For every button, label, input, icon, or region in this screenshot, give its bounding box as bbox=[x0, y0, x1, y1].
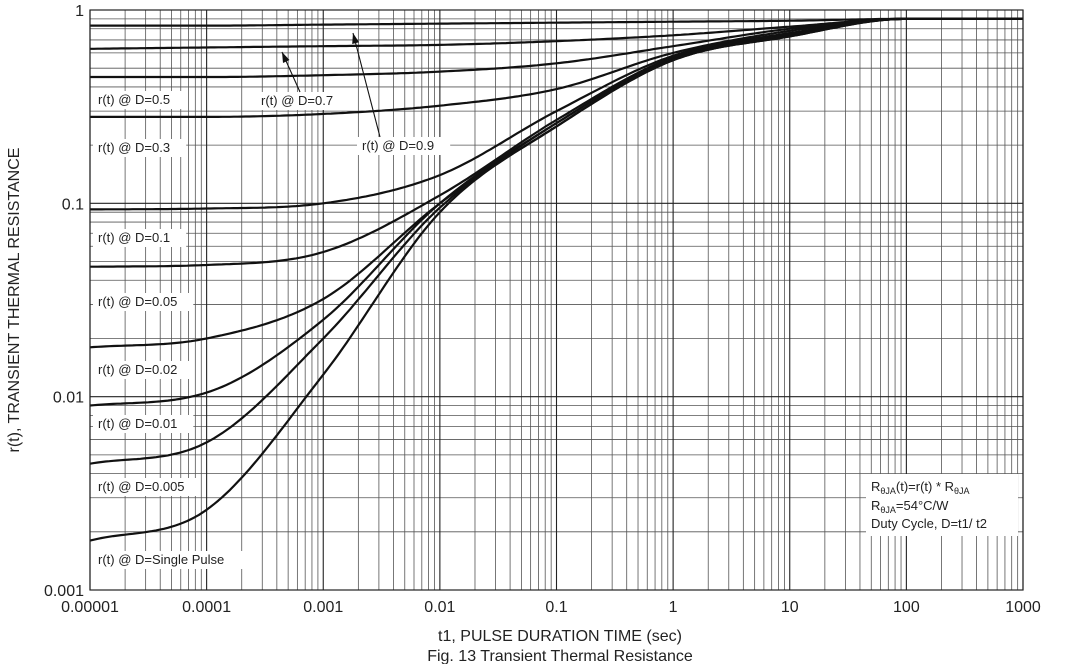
curve-labels: r(t) @ D=0.9 r(t) @ D=0.7 r(t) @ D=0.5 r(t)… bbox=[98, 92, 434, 567]
curve-label: r(t) @ D=0.01 bbox=[98, 416, 177, 431]
curve-label-box bbox=[93, 361, 194, 379]
curves bbox=[89, 17, 1023, 542]
curve-label-box bbox=[93, 91, 187, 109]
curve-label-box bbox=[256, 92, 350, 110]
x-tick-label: 0.001 bbox=[303, 599, 343, 616]
curve-label: r(t) @ D=0.1 bbox=[98, 230, 170, 245]
y-axis-title: r(t), TRANSIENT THERMAL RESISTANCE bbox=[6, 148, 23, 453]
curve-label-box bbox=[93, 551, 251, 569]
curve-label: r(t) @ D=0.005 bbox=[98, 479, 185, 494]
y-tick-label: 0.1 bbox=[62, 196, 84, 213]
arrow-shaft bbox=[352, 32, 381, 138]
plot-frame bbox=[89, 9, 1024, 591]
curve-label-box bbox=[93, 293, 194, 311]
x-tick-label: 10 bbox=[781, 599, 799, 616]
curve-label-box bbox=[93, 229, 187, 247]
curve-label: r(t) @ D=0.05 bbox=[98, 294, 177, 309]
y-tick-labels: 0.001 0.01 0.1 1 bbox=[44, 3, 84, 600]
arrow-head bbox=[352, 33, 360, 44]
annotation-line2: RθJA=54°C/W bbox=[871, 498, 949, 515]
curve-label: r(t) @ D=0.7 bbox=[261, 93, 333, 108]
curve-label: r(t) @ D=0.02 bbox=[98, 362, 177, 377]
arrow-head bbox=[282, 52, 290, 63]
curve-label: r(t) @ D=0.5 bbox=[98, 92, 170, 107]
curve-label-box bbox=[93, 478, 201, 496]
y-tick-label: 1 bbox=[75, 3, 84, 20]
label-arrows bbox=[281, 32, 381, 138]
series-line bbox=[89, 17, 1023, 542]
x-tick-label: 1000 bbox=[1005, 599, 1041, 616]
x-tick-label: 100 bbox=[893, 599, 920, 616]
curve-label-box bbox=[357, 137, 451, 155]
x-tick-label: 1 bbox=[669, 599, 678, 616]
x-tick-label: 0.0001 bbox=[182, 599, 231, 616]
curve-label: r(t) @ D=0.3 bbox=[98, 140, 170, 155]
annotation-box: RθJA(t)=r(t) * RθJA RθJA=54°C/W Duty Cyc… bbox=[866, 474, 1018, 536]
y-tick-label: 0.001 bbox=[44, 583, 84, 600]
x-tick-labels: 0.00001 0.0001 0.001 0.01 0.1 1 10 100 1000 bbox=[61, 599, 1041, 616]
annotation-line1: RθJA(t)=r(t) * RθJA bbox=[871, 479, 970, 496]
curve-label-boxes bbox=[93, 91, 451, 569]
curve-label-box bbox=[93, 139, 187, 157]
x-tick-label: 0.1 bbox=[545, 599, 567, 616]
curve-label-box bbox=[93, 415, 194, 433]
x-tick-label: 0.00001 bbox=[61, 599, 119, 616]
figure-caption: Fig. 13 Transient Thermal Resistance bbox=[427, 648, 693, 664]
curve-label: r(t) @ D=0.9 bbox=[362, 138, 434, 153]
curve-label: r(t) @ D=Single Pulse bbox=[98, 552, 224, 567]
annotation-background bbox=[866, 474, 1018, 536]
y-tick-label: 0.01 bbox=[53, 390, 84, 407]
x-axis-title: t1, PULSE DURATION TIME (sec) bbox=[438, 628, 682, 645]
annotation-line3: Duty Cycle, D=t1/ t2 bbox=[871, 516, 987, 531]
x-tick-label: 0.01 bbox=[424, 599, 455, 616]
